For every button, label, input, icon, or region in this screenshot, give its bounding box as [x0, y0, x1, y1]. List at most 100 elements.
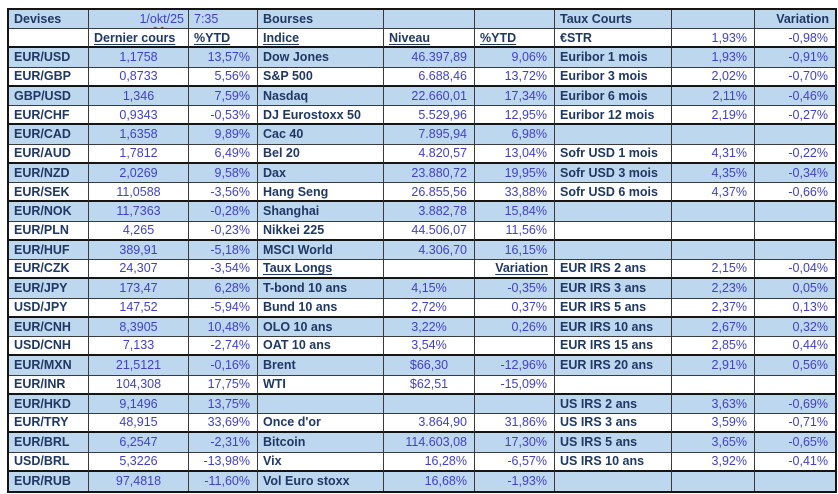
cell-r23c2-value[interactable]: 6,2547: [89, 433, 189, 453]
cell-r18c6-empty[interactable]: [475, 337, 555, 357]
cell-taux-longs[interactable]: Taux Longs: [258, 260, 384, 280]
cell-r11c9-empty[interactable]: [755, 202, 835, 222]
cell-bourses[interactable]: Bourses: [258, 10, 384, 30]
cell-r1c3-value[interactable]: 7:35: [189, 10, 258, 30]
cell-r19c5-value[interactable]: $66,30: [384, 356, 475, 376]
cell-hang-seng[interactable]: Hang Seng: [258, 183, 384, 203]
cell-euribor-3-mois[interactable]: Euribor 3 mois: [555, 67, 672, 87]
cell-dax[interactable]: Dax: [258, 163, 384, 184]
cell-msci-world[interactable]: MSCI World: [258, 240, 384, 261]
cell-eur-irs-15-ans[interactable]: EUR IRS 15 ans: [555, 337, 672, 357]
cell-r23c9-value[interactable]: -0,65%: [755, 433, 835, 453]
cell-r16c8-value[interactable]: 2,37%: [672, 298, 755, 318]
cell-eur-czk[interactable]: EUR/CZK: [9, 260, 89, 280]
cell-r16c9-value[interactable]: 0,13%: [755, 299, 835, 318]
cell-eur-irs-3-ans[interactable]: EUR IRS 3 ans: [555, 279, 672, 299]
cell-oat-10-ans[interactable]: OAT 10 ans: [258, 337, 384, 357]
cell-r8c5-value[interactable]: 4.820,57: [384, 144, 475, 164]
cell-r14c5-empty[interactable]: [384, 260, 475, 280]
cell-eur-rub[interactable]: EUR/RUB: [9, 471, 89, 491]
cell-r21c8-value[interactable]: 3,63%: [672, 394, 755, 415]
cell-r17c9-value[interactable]: 0,32%: [755, 317, 835, 338]
cell-r11c7-empty[interactable]: [555, 202, 672, 222]
cell-variation[interactable]: Variation: [475, 260, 555, 280]
cell-r5c5-value[interactable]: 22.660,01: [384, 86, 475, 107]
cell-r11c5-value[interactable]: 3.882,78: [384, 202, 475, 222]
cell-r23c3-value[interactable]: -2,31%: [189, 433, 258, 453]
cell-bund-10-ans[interactable]: Bund 10 ans: [258, 298, 384, 318]
cell-r19c3-value[interactable]: -0,16%: [189, 356, 258, 376]
cell-r18c9-value[interactable]: 0,44%: [755, 337, 835, 357]
cell-r20c2-value[interactable]: 104,308: [89, 375, 189, 395]
cell-r17c8-value[interactable]: 2,67%: [672, 317, 755, 338]
cell-gbp-usd[interactable]: GBP/USD: [9, 86, 89, 107]
cell-r24c6-value[interactable]: -6,57%: [475, 452, 555, 472]
cell-r10c2-value[interactable]: 11,0588: [89, 183, 189, 203]
cell-r10c9-value[interactable]: -0,66%: [755, 183, 835, 203]
cell-r13c8-empty[interactable]: [672, 240, 755, 261]
cell-r17c2-value[interactable]: 8,3905: [89, 317, 189, 338]
cell-r21c3-value[interactable]: 13,75%: [189, 394, 258, 415]
cell-r16c5-value[interactable]: 2,72%: [384, 298, 475, 318]
cell-r15c9-value[interactable]: 0,05%: [755, 279, 835, 299]
cell-r3c6-value[interactable]: 9,06%: [475, 48, 555, 68]
cell-r21c4-empty[interactable]: [258, 394, 384, 415]
cell-r7c2-value[interactable]: 1,6358: [89, 125, 189, 145]
cell-us-irs-5-ans[interactable]: US IRS 5 ans: [555, 433, 672, 453]
cell-r9c2-value[interactable]: 2,0269: [89, 163, 189, 184]
cell-eur-irs-10-ans[interactable]: EUR IRS 10 ans: [555, 317, 672, 338]
cell-r9c3-value[interactable]: 9,58%: [189, 163, 258, 184]
cell-usd-cnh[interactable]: USD/CNH: [9, 337, 89, 357]
cell-r12c3-value[interactable]: -0,23%: [189, 221, 258, 241]
cell-sofr-usd-3-mois[interactable]: Sofr USD 3 mois: [555, 163, 672, 184]
cell-r4c3-value[interactable]: 5,56%: [189, 67, 258, 87]
cell-r16c2-value[interactable]: 147,52: [89, 298, 189, 318]
cell-wti[interactable]: WTI: [258, 375, 384, 395]
cell-r9c8-value[interactable]: 4,35%: [672, 163, 755, 184]
cell-bel-20[interactable]: Bel 20: [258, 144, 384, 164]
cell-r21c2-value[interactable]: 9,1496: [89, 394, 189, 415]
cell-r19c8-value[interactable]: 2,91%: [672, 356, 755, 376]
cell-r22c2-value[interactable]: 48,915: [89, 414, 189, 434]
cell-r20c6-value[interactable]: -15,09%: [475, 375, 555, 395]
cell-r12c8-empty[interactable]: [672, 221, 755, 241]
cell-vol-euro-stoxx[interactable]: Vol Euro stoxx: [258, 471, 384, 491]
cell-r20c7-empty[interactable]: [555, 375, 672, 395]
cell-eur-try[interactable]: EUR/TRY: [9, 414, 89, 434]
cell-us-irs-10-ans[interactable]: US IRS 10 ans: [555, 452, 672, 472]
cell-r25c5-value[interactable]: 16,68%: [384, 471, 475, 491]
cell-r11c8-empty[interactable]: [672, 202, 755, 222]
cell-bitcoin[interactable]: Bitcoin: [258, 433, 384, 453]
cell-euribor-12-mois[interactable]: Euribor 12 mois: [555, 106, 672, 126]
cell-eur-irs-20-ans[interactable]: EUR IRS 20 ans: [555, 356, 672, 376]
cell-r18c5-value[interactable]: 3,54%: [384, 337, 475, 357]
cell-r8c2-value[interactable]: 1,7812: [89, 144, 189, 164]
cell-r24c5-value[interactable]: 16,28%: [384, 452, 475, 472]
cell-r24c8-value[interactable]: 3,92%: [672, 452, 755, 472]
cell-r2c9-value[interactable]: -0,98%: [755, 29, 835, 49]
cell-r15c5-value[interactable]: 4,15%: [384, 279, 475, 299]
cell-r19c6-value[interactable]: -12,96%: [475, 356, 555, 376]
cell-r7c8-empty[interactable]: [672, 125, 755, 145]
cell-eur-mxn[interactable]: EUR/MXN: [9, 356, 89, 376]
cell-r4c5-value[interactable]: 6.688,46: [384, 67, 475, 87]
cell-r25c8-empty[interactable]: [672, 471, 755, 491]
cell-r20c9-empty[interactable]: [755, 376, 835, 395]
cell-r22c3-value[interactable]: 33,69%: [189, 414, 258, 434]
cell-r25c2-value[interactable]: 97,4818: [89, 471, 189, 491]
cell-eur-usd[interactable]: EUR/USD: [9, 48, 89, 68]
cell-r17c6-value[interactable]: 0,26%: [475, 317, 555, 338]
cell-us-irs-3-ans[interactable]: US IRS 3 ans: [555, 414, 672, 434]
cell-r2c1-empty[interactable]: [9, 29, 89, 49]
cell-niveau[interactable]: Niveau: [384, 29, 475, 49]
cell-dow-jones[interactable]: Dow Jones: [258, 48, 384, 68]
cell-r24c2-value[interactable]: 5,3226: [89, 452, 189, 472]
cell-r3c9-value[interactable]: -0,91%: [755, 48, 835, 68]
cell-r19c2-value[interactable]: 21,5121: [89, 356, 189, 376]
cell-r20c3-value[interactable]: 17,75%: [189, 375, 258, 395]
cell-r14c9-value[interactable]: -0,04%: [755, 260, 835, 280]
cell-str[interactable]: €STR: [555, 29, 672, 49]
cell-r3c3-value[interactable]: 13,57%: [189, 48, 258, 68]
cell-r7c3-value[interactable]: 9,89%: [189, 125, 258, 145]
cell-r11c6-value[interactable]: 15,84%: [475, 202, 555, 222]
